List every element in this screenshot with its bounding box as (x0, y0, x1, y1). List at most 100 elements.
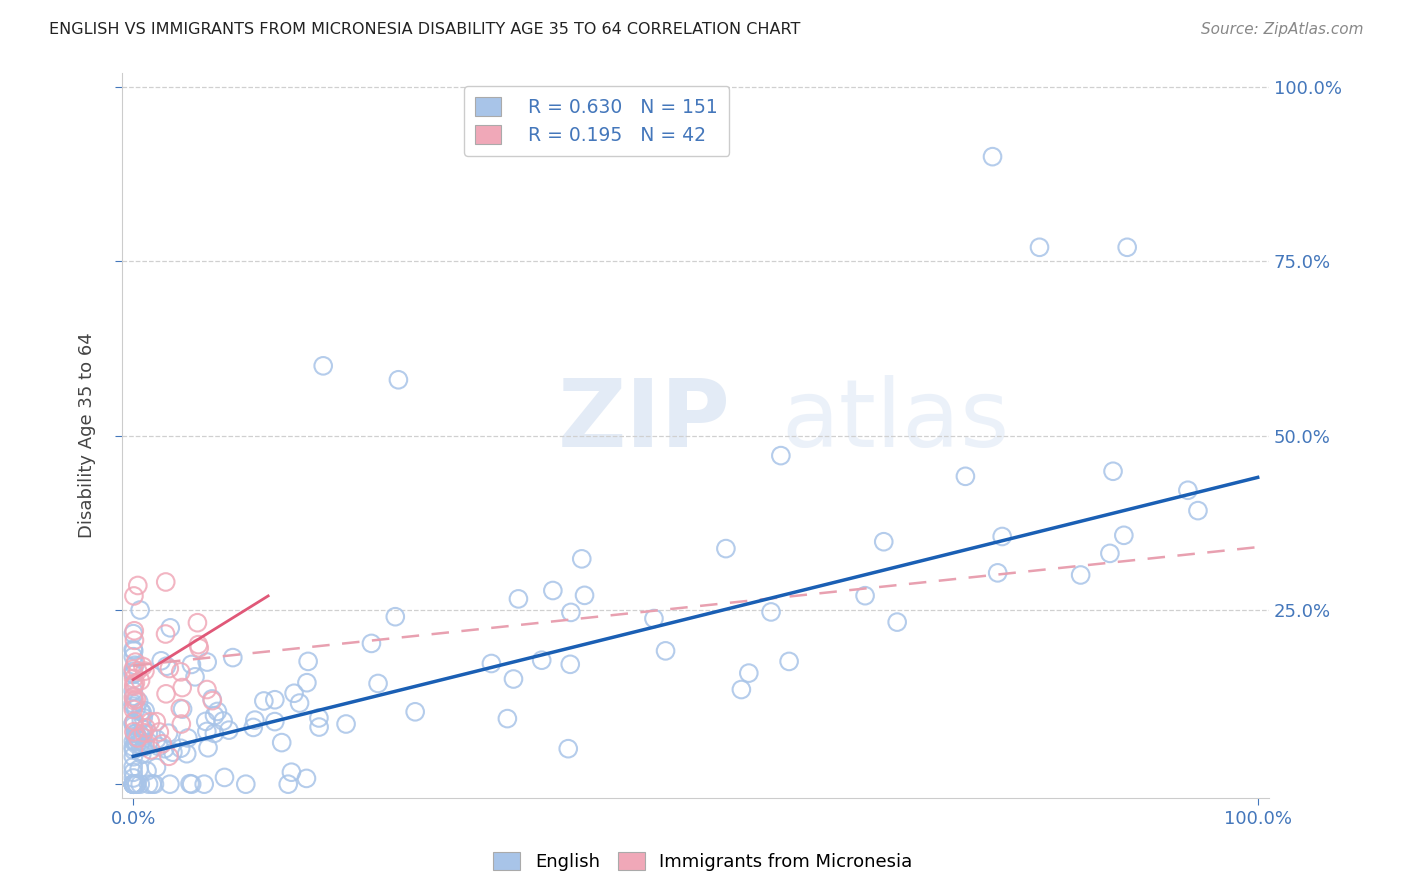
Point (253, 694, 276, 708)
Point (122, 690, 145, 705)
Point (131, 730, 153, 744)
Point (128, 762, 150, 776)
Point (1102, 464, 1125, 478)
Point (157, 749, 180, 764)
Point (214, 771, 236, 785)
Point (955, 469, 977, 483)
Point (145, 760, 167, 774)
Point (127, 664, 149, 678)
Point (122, 777, 145, 791)
Point (204, 708, 226, 723)
Point (122, 777, 145, 791)
Point (263, 714, 285, 729)
Point (1187, 503, 1209, 517)
Point (139, 714, 162, 729)
Point (496, 712, 519, 726)
Point (541, 583, 564, 598)
Point (778, 655, 800, 669)
Point (129, 603, 152, 617)
Point (212, 714, 235, 728)
Point (159, 777, 181, 791)
Point (312, 359, 335, 373)
Point (180, 657, 202, 672)
Legend: English, Immigrants from Micronesia: English, Immigrants from Micronesia (486, 845, 920, 879)
Point (201, 692, 224, 706)
Point (360, 636, 382, 650)
Point (1028, 240, 1050, 254)
Point (131, 706, 153, 720)
Point (122, 777, 145, 791)
Point (243, 713, 266, 727)
Point (122, 642, 145, 657)
Point (207, 705, 229, 719)
Point (128, 727, 150, 741)
Point (129, 705, 152, 719)
Point (738, 666, 761, 681)
Legend:   R = 0.630   N = 151,   R = 0.195   N = 42: R = 0.630 N = 151, R = 0.195 N = 42 (464, 86, 730, 156)
Point (132, 723, 155, 737)
Point (404, 705, 426, 719)
Point (122, 667, 145, 681)
Point (122, 693, 145, 707)
Point (277, 777, 299, 791)
Point (643, 611, 665, 625)
Point (129, 734, 152, 748)
Point (186, 615, 208, 630)
Point (132, 740, 155, 755)
Point (759, 605, 782, 619)
Point (122, 777, 145, 791)
Point (145, 732, 167, 747)
Point (134, 664, 156, 678)
Point (122, 777, 145, 791)
Point (176, 747, 198, 761)
Point (122, 777, 145, 791)
Point (124, 655, 146, 669)
Point (136, 726, 159, 740)
Point (187, 638, 209, 652)
Point (157, 726, 180, 740)
Point (124, 714, 146, 728)
Point (172, 681, 194, 695)
Point (170, 717, 193, 731)
Point (139, 743, 162, 757)
Point (508, 591, 530, 606)
Point (1116, 240, 1139, 254)
Y-axis label: Disability Age 35 to 64: Disability Age 35 to 64 (79, 333, 96, 539)
Point (194, 714, 217, 729)
Point (188, 640, 211, 655)
Point (367, 676, 389, 690)
Point (125, 777, 148, 791)
Point (122, 716, 145, 731)
Point (122, 697, 145, 711)
Point (122, 716, 145, 731)
Point (122, 760, 145, 774)
Point (124, 729, 146, 743)
Point (122, 724, 145, 739)
Point (197, 740, 219, 755)
Point (481, 657, 503, 671)
Point (157, 661, 180, 675)
Point (387, 373, 409, 387)
Point (134, 704, 156, 718)
Point (122, 684, 145, 698)
Point (571, 552, 593, 566)
Point (557, 741, 579, 756)
Point (297, 654, 319, 668)
Point (222, 650, 245, 665)
Point (155, 627, 177, 641)
Point (125, 731, 148, 745)
Point (714, 541, 737, 556)
Point (125, 777, 148, 791)
Point (1177, 483, 1199, 498)
Point (195, 682, 218, 697)
Point (122, 649, 145, 664)
Point (308, 720, 330, 734)
Point (502, 672, 524, 686)
Point (122, 749, 145, 764)
Point (145, 714, 167, 729)
Point (184, 670, 207, 684)
Point (129, 777, 152, 791)
Point (124, 676, 146, 690)
Point (560, 657, 582, 672)
Point (886, 615, 908, 629)
